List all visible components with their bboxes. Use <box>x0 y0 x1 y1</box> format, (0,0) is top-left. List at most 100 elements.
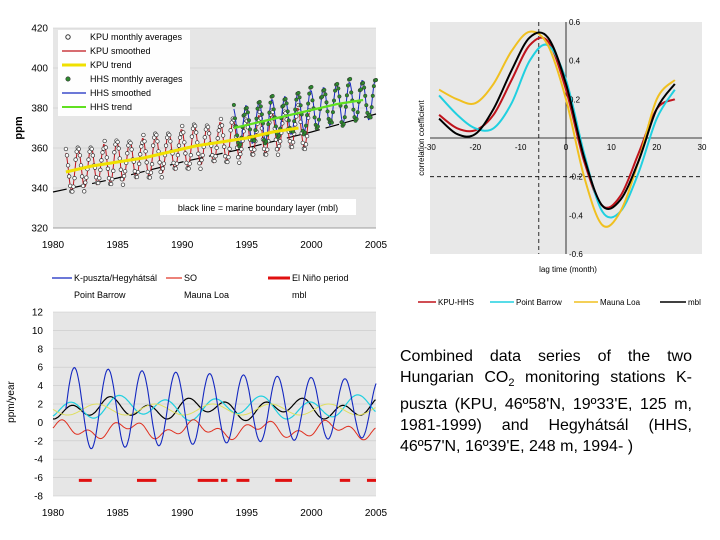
hhs-monthly-point <box>370 93 375 98</box>
kpu-monthly-point <box>274 147 280 152</box>
hhs-monthly-point <box>266 122 271 127</box>
kpu-monthly-point <box>227 146 232 151</box>
hhs-monthly-point <box>254 116 259 121</box>
hhs-monthly-point <box>252 138 257 143</box>
kpu-monthly-point <box>120 182 126 187</box>
kpu-monthly-point <box>154 132 159 138</box>
kpu-monthly-point <box>304 134 310 139</box>
kpu-monthly-point <box>115 139 120 145</box>
kpu-monthly-point <box>152 135 157 140</box>
kpu-monthly-point <box>213 154 218 159</box>
kpu-monthly-point <box>198 166 203 171</box>
kpu-monthly-point <box>157 160 162 165</box>
y-tick-label: 10 <box>32 326 44 337</box>
x-tick-label: 0 <box>564 143 569 152</box>
hhs-monthly-point <box>349 90 354 95</box>
kpu-monthly-point <box>104 155 109 160</box>
y-tick-label: 320 <box>31 224 48 235</box>
kpu-monthly-point <box>289 144 295 150</box>
axes <box>430 22 702 254</box>
kpu-monthly-point <box>303 142 309 147</box>
hhs-monthly-point <box>358 87 363 92</box>
hhs-monthly-point <box>284 101 289 106</box>
kpu-monthly-point <box>143 149 148 154</box>
hhs-monthly-point <box>362 85 367 90</box>
kpu-monthly-point <box>82 189 87 194</box>
kpu-monthly-point <box>134 174 140 180</box>
kpu-monthly-point <box>168 139 173 144</box>
hhs-monthly-point <box>253 128 258 133</box>
y-tick-label: 0.4 <box>569 57 581 66</box>
hhs-monthly-point <box>285 109 290 114</box>
hhs-monthly-point <box>325 109 330 114</box>
y-tick-label: 360 <box>31 144 48 155</box>
hhs-monthly-point <box>329 120 334 125</box>
hhs-monthly-point <box>255 106 260 111</box>
caption-part1: Combined data series of the two Hungaria… <box>400 348 692 386</box>
kpu-monthly-point <box>177 135 183 140</box>
kpu-monthly-point <box>161 161 167 166</box>
y-axis-label: ppm <box>13 116 25 139</box>
kpu-monthly-point <box>76 146 81 152</box>
caption: Combined data series of the two Hungaria… <box>400 346 692 457</box>
kpu-monthly-point <box>80 183 86 189</box>
hhs-monthly-point <box>293 107 298 112</box>
legend-mauna-loa: Mauna Loa <box>600 298 641 307</box>
kpu-monthly-point <box>163 143 169 148</box>
kpu-monthly-point <box>220 133 226 138</box>
kpu-monthly-point <box>79 174 85 179</box>
kpu-monthly-point <box>117 156 122 161</box>
kpu-monthly-point <box>225 159 230 165</box>
kpu-monthly-point <box>197 161 202 166</box>
hhs-monthly-point <box>270 93 275 99</box>
correlation-lines <box>438 30 676 228</box>
x-tick-label: 2000 <box>300 508 323 519</box>
hhs-monthly-point <box>238 142 243 147</box>
y-tick-label: -6 <box>34 473 43 484</box>
y-tick-label: 420 <box>31 24 48 35</box>
legend-kpu-hhs: KPU-HHS <box>438 298 474 307</box>
kpu-monthly-point <box>251 152 256 157</box>
kpu-monthly-point <box>239 147 244 152</box>
kpu-monthly-point <box>121 173 127 179</box>
hhs-monthly-point <box>264 139 269 144</box>
hhs-trend-line <box>233 98 364 130</box>
kpu-monthly-point <box>275 152 281 157</box>
hhs-monthly-point <box>371 84 376 89</box>
kpu-monthly-point <box>214 145 219 150</box>
hhs-monthly-point <box>369 105 374 110</box>
x-tick-label: 2005 <box>365 240 388 251</box>
hhs-monthly-point <box>283 96 288 102</box>
kpu-monthly-point <box>78 163 84 168</box>
kpu-monthly-point <box>155 139 160 144</box>
x-tick-label: 1980 <box>42 240 65 251</box>
legend-hhs-smoothed: HHS smoothed <box>90 88 151 98</box>
kpu-monthly-point <box>72 176 77 181</box>
y-tick-label: 2 <box>37 400 43 411</box>
hhs-monthly-point <box>315 124 320 129</box>
hhs-monthly-point <box>303 123 309 128</box>
kpu-monthly-point <box>265 147 270 152</box>
hhs-monthly-point <box>258 104 263 109</box>
hhs-monthly-point <box>292 119 297 124</box>
hhs-monthly-point <box>306 101 311 106</box>
legend: K-puszta/Hegyhátsál SO El Niño period Po… <box>52 273 349 300</box>
y-tick-label: 12 <box>32 308 44 319</box>
kpu-monthly-point <box>200 153 205 158</box>
hhs-monthly-point <box>298 103 303 108</box>
kpu-monthly-point <box>186 166 191 171</box>
mbl-annotation: black line = marine boundary layer (mbl) <box>178 203 338 213</box>
annotation-box <box>160 199 356 215</box>
hhs-monthly-point <box>309 84 314 90</box>
kpu-monthly-point <box>99 158 104 163</box>
kpu-monthly-point <box>181 130 186 135</box>
y-tick-label: 4 <box>37 381 43 392</box>
x-tick-label: 10 <box>607 143 616 152</box>
co2-concentration-chart: 320 340 360 380 400 420 1980 1985 1990 1995 2000 20… <box>13 24 388 252</box>
legend-hhs-trend: HHS trend <box>90 102 132 112</box>
hhs-monthly-point <box>323 92 328 97</box>
kpu-monthly-point <box>119 177 125 182</box>
kpu-monthly-point <box>116 146 121 151</box>
kpu-monthly-point <box>278 139 283 144</box>
kpu-monthly-point <box>129 147 134 152</box>
